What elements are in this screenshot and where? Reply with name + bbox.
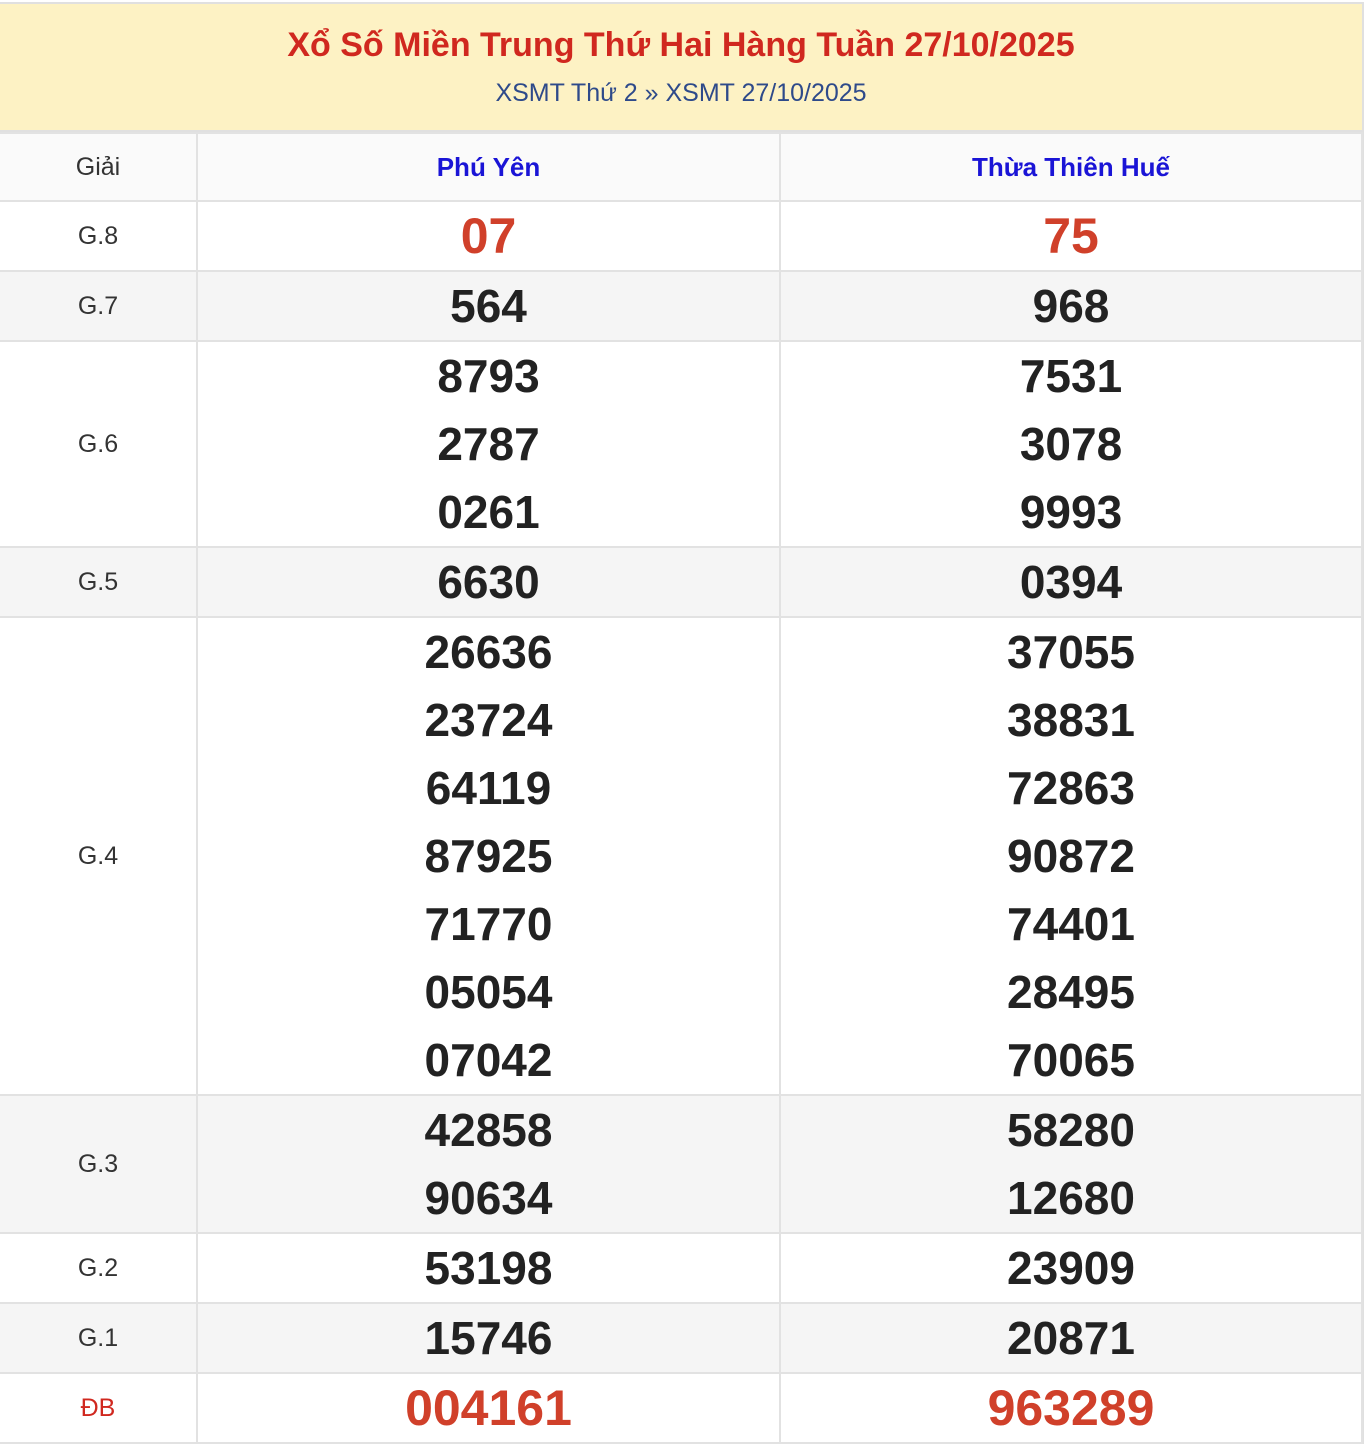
lottery-number: 37055 — [1007, 626, 1135, 678]
page-title: Xổ Số Miền Trung Thứ Hai Hàng Tuần 27/10… — [287, 26, 1075, 64]
lottery-number: 71770 — [424, 898, 553, 950]
table-row: G.3 42858 90634 58280 12680 — [0, 1094, 1363, 1234]
lottery-number: 64119 — [425, 762, 552, 814]
thua-thien-hue-cell: 37055 38831 72863 90872 74401 28495 70065 — [780, 616, 1363, 1096]
thua-thien-hue-cell: 963289 — [780, 1372, 1363, 1444]
lottery-number: 004161 — [405, 1380, 572, 1436]
lottery-number: 23724 — [424, 694, 553, 746]
lottery-number: 58280 — [1007, 1104, 1135, 1156]
thua-thien-hue-cell: 58280 12680 — [780, 1094, 1363, 1234]
lottery-number: 7531 — [1019, 350, 1123, 402]
breadcrumb-link-xsmt-thu-2[interactable]: XSMT Thứ 2 — [495, 79, 638, 107]
prize-label: G.6 — [0, 340, 198, 548]
lottery-number: 70065 — [1007, 1034, 1135, 1086]
lottery-number: 12680 — [1007, 1172, 1135, 1224]
prize-label: G.4 — [0, 616, 198, 1096]
breadcrumb: XSMT Thứ 2 » XSMT 27/10/2025 — [0, 79, 1362, 108]
lottery-number: 53198 — [424, 1242, 553, 1294]
table-row: G.1 15746 20871 — [0, 1302, 1363, 1374]
prize-label: G.5 — [0, 546, 198, 618]
lottery-number: 0261 — [437, 486, 540, 538]
phu-yen-cell: 8793 2787 0261 — [197, 340, 781, 548]
table-row: G.6 8793 2787 0261 7531 3078 9993 — [0, 340, 1363, 548]
thua-thien-hue-cell: 75 — [780, 200, 1363, 272]
prize-label: G.2 — [0, 1232, 198, 1304]
lottery-number: 72863 — [1007, 762, 1135, 814]
lottery-number: 8793 — [437, 350, 540, 402]
table-row: G.4 26636 23724 64119 87925 71770 05054 07042 37… — [0, 616, 1363, 1096]
lottery-number: 38831 — [1007, 694, 1135, 746]
lottery-number: 75 — [1043, 208, 1099, 264]
lottery-number: 05054 — [424, 966, 553, 1018]
prize-label: G.7 — [0, 270, 198, 342]
phu-yen-cell: 53198 — [197, 1232, 781, 1304]
phu-yen-cell: 6630 — [197, 546, 781, 618]
lottery-number: 26636 — [424, 626, 553, 678]
phu-yen-cell: 15746 — [197, 1302, 781, 1374]
lottery-number: 15746 — [424, 1312, 553, 1364]
breadcrumb-link-xsmt-date[interactable]: XSMT 27/10/2025 — [665, 79, 867, 107]
phu-yen-cell: 07 — [197, 200, 781, 272]
lottery-number: 3078 — [1019, 418, 1123, 470]
lottery-number: 28495 — [1007, 966, 1135, 1018]
table-row: G.2 53198 23909 — [0, 1232, 1363, 1304]
lottery-number: 23909 — [1007, 1242, 1135, 1294]
lottery-number: 90634 — [424, 1172, 553, 1224]
prize-label: ĐB — [0, 1372, 198, 1444]
phu-yen-cell: 42858 90634 — [197, 1094, 781, 1234]
table-row: ĐB 004161 963289 — [0, 1372, 1363, 1444]
thua-thien-hue-cell: 23909 — [780, 1232, 1363, 1304]
table-row: G.8 07 75 — [0, 200, 1363, 272]
column-header-prize: Giải — [0, 132, 198, 202]
lottery-number: 564 — [450, 280, 527, 332]
phu-yen-cell: 564 — [197, 270, 781, 342]
table-row: G.5 6630 0394 — [0, 546, 1363, 618]
prize-label: G.3 — [0, 1094, 198, 1234]
lottery-number: 07042 — [424, 1034, 553, 1086]
phu-yen-cell: 004161 — [197, 1372, 781, 1444]
table-row: G.7 564 968 — [0, 270, 1363, 342]
breadcrumb-separator: » — [644, 79, 659, 107]
lottery-number: 9993 — [1019, 486, 1123, 538]
lottery-number: 90872 — [1007, 830, 1135, 882]
thua-thien-hue-cell: 968 — [780, 270, 1363, 342]
results-table: Giải Phú Yên Thừa Thiên Huế G.8 07 75 G.7 56… — [0, 132, 1363, 1444]
table-header-row: Giải Phú Yên Thừa Thiên Huế — [0, 132, 1363, 202]
column-header-phu-yen[interactable]: Phú Yên — [197, 132, 781, 202]
lottery-number: 6630 — [437, 556, 540, 608]
lottery-number: 20871 — [1007, 1312, 1135, 1364]
column-header-thua-thien-hue[interactable]: Thừa Thiên Huế — [780, 132, 1363, 202]
lottery-number: 74401 — [1007, 898, 1135, 950]
phu-yen-cell: 26636 23724 64119 87925 71770 05054 07042 — [197, 616, 781, 1096]
lottery-number: 42858 — [424, 1104, 553, 1156]
prize-label: G.1 — [0, 1302, 198, 1374]
lottery-number: 07 — [460, 208, 517, 264]
prize-label: G.8 — [0, 200, 198, 272]
thua-thien-hue-cell: 0394 — [780, 546, 1363, 618]
thua-thien-hue-cell: 7531 3078 9993 — [780, 340, 1363, 548]
lottery-number: 963289 — [987, 1380, 1155, 1436]
thua-thien-hue-cell: 20871 — [780, 1302, 1363, 1374]
lottery-number: 0394 — [1019, 556, 1123, 608]
lottery-number: 2787 — [437, 418, 540, 470]
results-header: Xổ Số Miền Trung Thứ Hai Hàng Tuần 27/10… — [0, 4, 1362, 132]
lottery-number: 87925 — [424, 830, 553, 882]
lottery-number: 968 — [1032, 280, 1110, 332]
